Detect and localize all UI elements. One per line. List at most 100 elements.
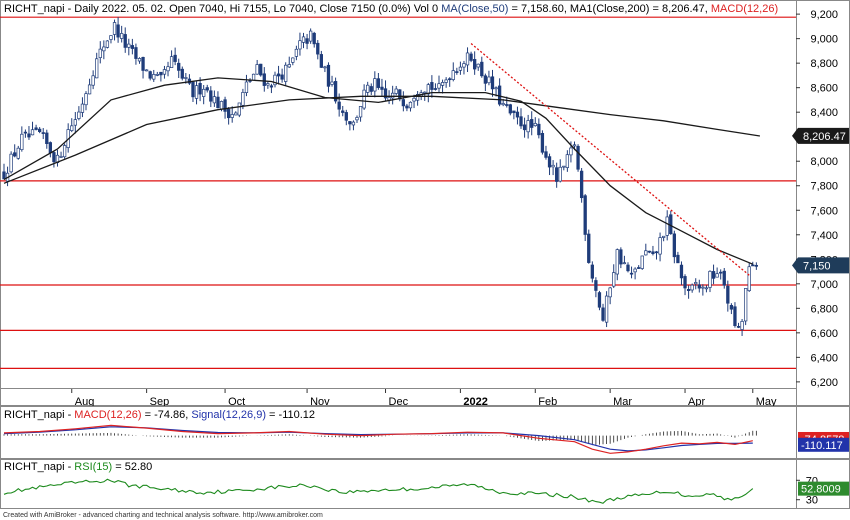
candle-body xyxy=(355,117,359,121)
last-close-label: 7,150 xyxy=(803,260,831,272)
candle-body xyxy=(679,264,684,279)
macd-header-part: Signal(12,26,9) xyxy=(191,409,266,421)
candle-body xyxy=(266,83,270,86)
candle-body xyxy=(223,99,227,112)
candle-body xyxy=(95,58,99,79)
candle-body xyxy=(348,121,352,125)
candle-body xyxy=(619,249,623,265)
candle-body xyxy=(38,128,42,132)
candle-body xyxy=(98,48,102,58)
candle-body xyxy=(672,233,676,258)
candle-body xyxy=(34,127,38,130)
x-tick-label: Aug xyxy=(75,396,95,406)
candle-body xyxy=(494,87,498,90)
candle-body xyxy=(80,103,85,113)
candle-body xyxy=(2,171,6,180)
main-header-part: = 7,158.60, MA1(Close,200) = 8,206.47, xyxy=(508,3,711,15)
candle-body xyxy=(48,142,53,154)
candle-body xyxy=(522,124,527,131)
main-header-part: MACD(12,26) xyxy=(710,3,779,15)
candle-body xyxy=(198,83,202,95)
candle-body xyxy=(366,84,370,93)
candle-body xyxy=(77,111,81,119)
rsi-value-label: 52.8009 xyxy=(801,484,841,496)
rsi-pane-header: RICHT_napi - RSI(15) = 52.80 xyxy=(4,461,152,474)
candle-body xyxy=(383,88,388,99)
rsi-value-badge xyxy=(798,481,849,496)
candle-body xyxy=(726,285,730,304)
candle-body xyxy=(341,110,345,113)
candle-body xyxy=(284,64,288,82)
y-tick-label: 6,800 xyxy=(810,303,838,315)
candle-body xyxy=(597,292,602,308)
candle-body xyxy=(736,326,741,328)
candle-body xyxy=(633,268,637,273)
y-tick-label: 6,600 xyxy=(810,328,838,340)
candle-body xyxy=(20,133,24,150)
footer-credit: Created with AmiBroker - advanced charti… xyxy=(3,512,323,519)
candle-body xyxy=(276,73,281,77)
candle-body xyxy=(480,61,484,77)
candle-body xyxy=(669,214,673,235)
candle-body xyxy=(462,63,466,68)
candle-body xyxy=(512,110,516,114)
candle-body xyxy=(487,76,491,84)
x-tick-label: Nov xyxy=(310,396,330,406)
candle-body xyxy=(27,133,31,138)
candle-body xyxy=(294,48,299,57)
candle-body xyxy=(515,111,520,118)
candle-body xyxy=(59,156,63,158)
candle-body xyxy=(130,45,135,49)
x-tick-label: Oct xyxy=(228,396,245,406)
candle-body xyxy=(173,54,177,62)
price-pane-header: RICHT_napi - Daily 2022. 05. 02. Open 70… xyxy=(4,3,778,16)
candle-body xyxy=(440,82,445,86)
candle-body xyxy=(62,145,67,158)
x-tick-label: Feb xyxy=(538,396,557,406)
macd-chart[interactable]: -74.8578-110.117 xyxy=(0,406,850,459)
candle-body xyxy=(394,88,398,94)
ma50-line xyxy=(3,77,754,265)
candle-body xyxy=(715,273,719,278)
candle-body xyxy=(458,66,463,71)
main-header-part: MA(Close,50) xyxy=(441,3,509,15)
candle-body xyxy=(501,103,505,106)
candle-body xyxy=(41,132,45,134)
candle-body xyxy=(437,83,441,89)
candle-body xyxy=(590,264,594,279)
x-tick-label: Mar xyxy=(613,396,632,406)
candle-body xyxy=(137,58,142,62)
candle-body xyxy=(622,262,627,265)
candle-body xyxy=(13,152,17,157)
candle-body xyxy=(415,94,420,101)
candle-body xyxy=(273,74,277,86)
ma200-line xyxy=(3,95,760,184)
candle-body xyxy=(84,93,88,106)
candle-body xyxy=(661,235,666,238)
ma200-value-label: 8,206.47 xyxy=(803,131,846,143)
candle-body xyxy=(330,81,334,85)
candle-body xyxy=(473,59,477,70)
candle-body xyxy=(676,254,680,264)
candle-body xyxy=(576,145,580,170)
price-chart[interactable]: 6,2006,4006,6006,8007,0007,2007,4007,600… xyxy=(0,0,850,406)
candle-body xyxy=(152,74,156,80)
candle-body xyxy=(255,64,259,75)
candle-body xyxy=(558,166,562,182)
candle-body xyxy=(751,264,755,267)
candle-body xyxy=(333,81,338,102)
macd-header-part: MACD(12,26) xyxy=(74,409,142,421)
candle-body xyxy=(280,74,284,80)
candle-body xyxy=(644,250,648,256)
rsi-header-part: = 52.80 xyxy=(112,461,153,473)
candle-body xyxy=(241,92,245,106)
candle-body xyxy=(291,57,295,63)
candle-body xyxy=(230,114,234,118)
candle-body xyxy=(469,53,473,61)
candle-body xyxy=(358,106,363,118)
candle-body xyxy=(694,282,698,285)
candle-body xyxy=(483,75,488,84)
candle-body xyxy=(537,123,541,136)
candle-body xyxy=(665,216,669,236)
